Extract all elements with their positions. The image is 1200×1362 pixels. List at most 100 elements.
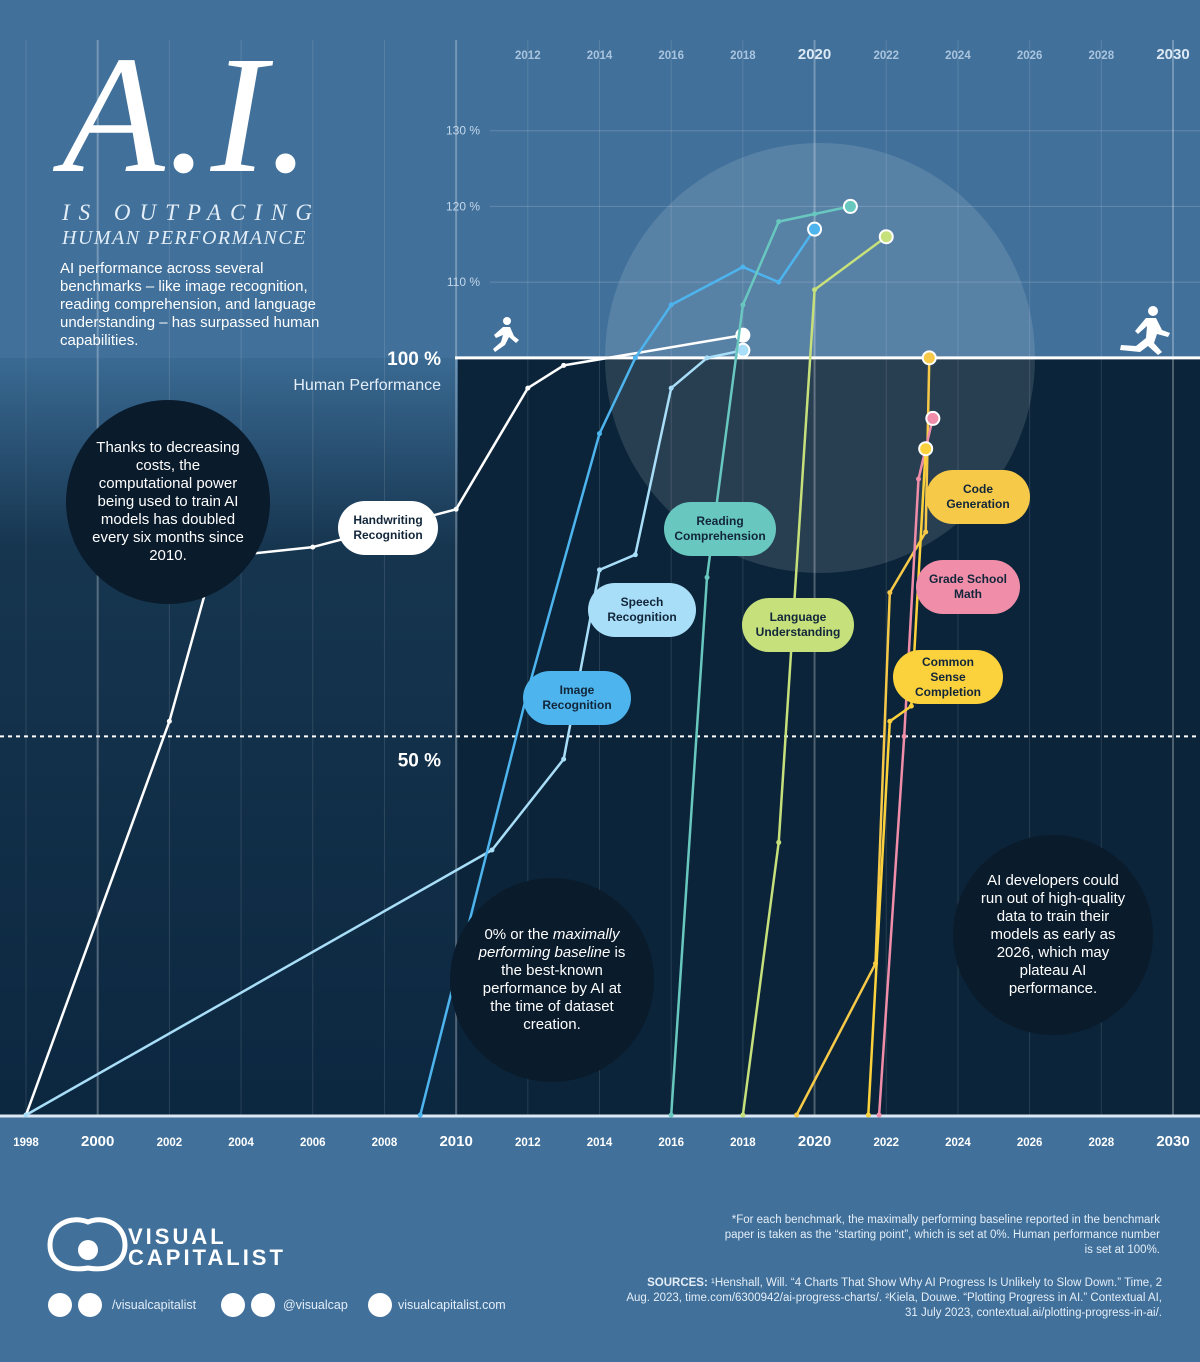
series-line	[419, 228, 816, 1116]
point-marker	[561, 362, 567, 368]
series-label: Common Sense Completion	[893, 650, 1003, 704]
reference-label: 50 %	[398, 750, 441, 771]
point-marker	[489, 847, 495, 853]
annotation-text: AI developers could run out of high-qual…	[980, 872, 1126, 997]
x-tick-label: 2026	[1017, 1137, 1043, 1149]
point-marker	[668, 302, 674, 308]
logo-mark	[47, 1217, 128, 1272]
point-marker	[794, 1112, 800, 1118]
x-tick-label: 2016	[658, 1137, 684, 1149]
point-marker	[876, 1112, 882, 1118]
end-marker	[878, 229, 894, 245]
annotation-text: is the best-known performance by AI at t…	[482, 944, 626, 1033]
x-tick-label: 2022	[873, 1137, 899, 1149]
point-marker	[812, 211, 818, 217]
x-tick-label: 2024	[945, 1137, 971, 1149]
x-tick-label: 2008	[372, 1137, 398, 1149]
x-tick-label: 2000	[81, 1133, 114, 1150]
series-label: Handwriting Recognition	[338, 501, 438, 555]
point-marker	[901, 733, 907, 739]
title: A.I.	[62, 22, 313, 208]
x-tick-label: 2010	[439, 1133, 472, 1150]
point-marker	[704, 574, 710, 580]
annotation-text: 0% or the maximally performing baseline …	[476, 926, 628, 1034]
x-tick-label: 2020	[798, 1133, 831, 1150]
series-label: Language Understanding	[742, 598, 854, 652]
series-line	[25, 349, 744, 1117]
series-label: Grade School Math	[916, 560, 1020, 614]
x-tick-label: 2018	[730, 50, 756, 62]
social-handle[interactable]: /visualcapitalist	[112, 1298, 197, 1312]
x-tick-label: 2014	[587, 1137, 613, 1149]
series-label: Speech Recognition	[588, 583, 696, 637]
x-tick-label: 2006	[300, 1137, 326, 1149]
point-marker	[166, 718, 172, 724]
point-marker	[776, 839, 782, 845]
series-line	[669, 205, 851, 1116]
point-marker	[916, 476, 922, 482]
x-tick-label: 2024	[945, 50, 971, 62]
y-tick-label: 110 %	[447, 275, 480, 289]
point-marker	[632, 552, 638, 558]
point-marker	[561, 756, 567, 762]
lines	[23, 198, 941, 1118]
point-marker	[668, 1112, 674, 1118]
sources: SOURCES: ¹Henshall, Will. “4 Charts That…	[622, 1276, 1162, 1321]
x-tick-label: 1998	[13, 1137, 39, 1149]
point-marker	[417, 1112, 423, 1118]
x-tick-label: 2020	[798, 46, 831, 63]
social-icons	[48, 1293, 392, 1317]
end-marker	[807, 221, 823, 237]
point-marker	[597, 431, 602, 437]
point-marker	[865, 1112, 871, 1118]
point-marker	[23, 1112, 29, 1118]
runner-left	[493, 317, 519, 352]
series-label: Image Recognition	[523, 671, 631, 725]
point-marker	[597, 567, 602, 573]
annotation: AI developers could run out of high-qual…	[953, 835, 1153, 1035]
end-marker	[921, 350, 937, 366]
series-line	[741, 235, 888, 1116]
point-marker	[632, 355, 638, 361]
point-marker	[887, 718, 893, 724]
point-marker	[908, 703, 914, 709]
y-tick-label: 120 %	[446, 199, 480, 213]
footnote: *For each benchmark, the maximally perfo…	[724, 1214, 1160, 1256]
y-tick-label: 130 %	[446, 124, 480, 138]
point-marker	[923, 529, 929, 535]
subtitle: IS OUTPACING	[62, 200, 322, 225]
website[interactable]: visualcapitalist.com	[398, 1298, 506, 1312]
annotation-italic: maximally performing baseline	[478, 926, 620, 961]
point-marker	[740, 1112, 746, 1118]
sources-label: SOURCES:	[647, 1277, 708, 1289]
end-marker	[925, 410, 941, 426]
point-marker	[453, 506, 459, 512]
x-tick-label: 2018	[730, 1137, 756, 1149]
point-marker	[740, 264, 746, 270]
point-marker	[812, 287, 818, 293]
annotation: Thanks to decreasing costs, the computat…	[66, 400, 270, 604]
x-tick-label: 2030	[1156, 1133, 1189, 1150]
x-tick-label: 2012	[515, 50, 541, 62]
x-tick-label: 2016	[658, 50, 684, 62]
point-marker	[887, 590, 893, 596]
point-marker	[668, 385, 674, 391]
x-tick-label: 2026	[1017, 50, 1043, 62]
x-tick-label: 2028	[1089, 1137, 1115, 1149]
annotation-text: Thanks to decreasing costs, the computat…	[92, 439, 244, 564]
end-marker	[842, 198, 858, 214]
end-marker	[918, 441, 934, 457]
point-marker	[776, 219, 782, 225]
point-marker	[740, 302, 746, 308]
runner-right	[1120, 306, 1170, 355]
point-marker	[704, 355, 710, 361]
series-label: Code Generation	[926, 470, 1030, 524]
point-marker	[525, 385, 531, 391]
series-label: Reading Comprehension	[664, 502, 776, 556]
social-handle[interactable]: @visualcap	[283, 1298, 348, 1312]
annotation-text: 0% or the	[484, 926, 549, 943]
description: AI performance across several benchmarks…	[60, 260, 320, 349]
x-tick-label: 2014	[587, 50, 613, 62]
point-marker	[310, 544, 316, 550]
